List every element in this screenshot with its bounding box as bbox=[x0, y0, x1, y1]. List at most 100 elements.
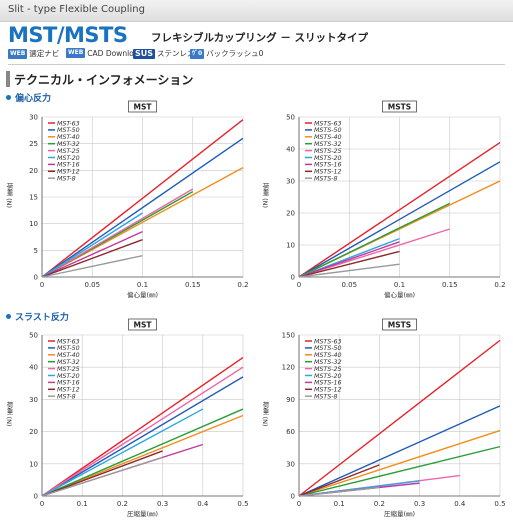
x-tick-label: 0 bbox=[297, 500, 301, 508]
y-tick-label: 40 bbox=[286, 146, 295, 154]
chart-title: MST bbox=[128, 318, 157, 331]
series-line-mst-20 bbox=[41, 212, 143, 278]
section-marker bbox=[6, 71, 10, 87]
chart-legend: MSTS-63MSTS-50MSTS-40MSTS-32MSTS-25MSTS-… bbox=[305, 120, 342, 183]
legend-label: MSTS-63 bbox=[314, 338, 342, 345]
legend-label: MST-8 bbox=[57, 394, 76, 401]
series-line-msts-16 bbox=[298, 241, 400, 278]
y-tick-label: 120 bbox=[282, 364, 295, 372]
backlash-zero-icon: ｳﾞ0 bbox=[190, 48, 205, 59]
legend-label: MSTS-32 bbox=[314, 359, 342, 366]
x-tick-label: 0.1 bbox=[334, 500, 345, 508]
legend-label: MSTS-12 bbox=[314, 169, 342, 176]
product-subtitle: フレキシブルカップリング － スリットタイプ bbox=[151, 32, 368, 44]
x-axis-label: 偏心量(㎜) bbox=[127, 290, 158, 299]
legend-label: MSTS-16 bbox=[314, 380, 342, 387]
legend-label: MSTS-8 bbox=[314, 176, 338, 183]
x-tick-label: 0.5 bbox=[237, 500, 248, 508]
series-line-msts-50 bbox=[298, 405, 501, 497]
series-line-mst-40 bbox=[41, 414, 244, 497]
chart-title-box bbox=[382, 100, 417, 113]
product-name: MST/MSTS bbox=[8, 23, 128, 47]
x-tick-label: 0.5 bbox=[494, 500, 505, 508]
y-tick-label: 40 bbox=[29, 364, 38, 372]
y-tick-label: 10 bbox=[29, 460, 38, 468]
series-line-msts-32 bbox=[298, 445, 501, 497]
legend-label: MSTS-50 bbox=[314, 127, 342, 134]
legend-label: MSTS-25 bbox=[314, 366, 342, 373]
legend-label: MST-63 bbox=[57, 338, 80, 345]
badge-selection-navi[interactable]: WEB 選定ナビ bbox=[8, 48, 59, 59]
legend-label: MST-32 bbox=[57, 359, 80, 366]
web-icon: WEB bbox=[66, 48, 86, 58]
series-line-msts-40 bbox=[298, 429, 501, 497]
y-tick-label: 20 bbox=[286, 210, 295, 218]
x-tick-label: 0 bbox=[40, 500, 44, 508]
y-axis-label: 荷重 (N) bbox=[5, 400, 13, 426]
legend-label: MSTS-50 bbox=[314, 345, 342, 352]
chart-mst-thrust: MST 0 0.1 0.2 0.3 0.4 0.5 0 10 20 30 40 50 圧縮量(㎜) 荷重 (… bbox=[5, 318, 249, 518]
badge-label: ステンレス bbox=[157, 49, 195, 58]
y-tick-label: 150 bbox=[282, 332, 295, 340]
legend-label: MSTS-8 bbox=[314, 394, 338, 401]
legend-label: MSTS-63 bbox=[314, 120, 342, 127]
legend-label: MSTS-20 bbox=[314, 155, 342, 162]
legend-label: MST-40 bbox=[57, 352, 80, 359]
legend-label: MST-12 bbox=[57, 169, 80, 176]
legend-label: MST-8 bbox=[57, 176, 76, 183]
legend-label: MST-20 bbox=[57, 373, 80, 380]
bullet-icon bbox=[6, 314, 11, 319]
legend-label: MSTS-20 bbox=[314, 373, 342, 380]
series-line-msts-12 bbox=[298, 250, 400, 278]
legend-label: MSTS-25 bbox=[314, 148, 342, 155]
y-axis-label: 荷重 (N) bbox=[5, 182, 13, 208]
legend-label: MSTS-32 bbox=[314, 141, 342, 148]
legend-label: MST-25 bbox=[57, 148, 80, 155]
chart-title: MST bbox=[128, 100, 157, 113]
chart-title: MSTS bbox=[382, 318, 417, 331]
chart-legend: MST-63MST-50MST-40MST-32MST-25MST-20MST-… bbox=[48, 120, 80, 183]
series-line-mst-63 bbox=[41, 356, 244, 497]
series-line-msts-63 bbox=[298, 339, 501, 497]
y-tick-label: 0 bbox=[34, 493, 38, 501]
y-tick-label: 50 bbox=[286, 114, 295, 122]
series-line-mst-25 bbox=[41, 188, 194, 278]
chart-msts-radial: MSTS 0 0.05 0.1 0.15 0.2 0 10 20 30 40 50 偏心量(㎜) 荷重 (… bbox=[261, 100, 506, 299]
chart-title-text: MSTS bbox=[388, 321, 411, 330]
series-line-msts-32 bbox=[298, 202, 451, 278]
chart-title-text: MSTS bbox=[388, 103, 411, 112]
banner-text: Slit - type Flexible Coupling bbox=[8, 4, 145, 15]
series-line-msts-8 bbox=[298, 263, 400, 278]
x-tick-label: 0.3 bbox=[157, 500, 168, 508]
legend-label: MST-20 bbox=[57, 155, 80, 162]
y-tick-label: 90 bbox=[286, 396, 295, 404]
x-tick-label: 0.15 bbox=[442, 281, 458, 289]
x-tick-label: 0.1 bbox=[137, 281, 148, 289]
x-tick-label: 0.15 bbox=[185, 281, 201, 289]
chart-title-box bbox=[128, 100, 157, 113]
series-line-mst-8 bbox=[41, 456, 163, 497]
y-tick-label: 0 bbox=[291, 274, 295, 282]
sus-icon: SUS bbox=[133, 48, 156, 59]
series-line-mst-50 bbox=[41, 137, 244, 278]
x-tick-label: 0.05 bbox=[341, 281, 357, 289]
x-tick-label: 0.2 bbox=[237, 281, 248, 289]
series-line-mst-25 bbox=[41, 366, 244, 497]
badge-cad-download[interactable]: WEB CAD Download bbox=[66, 48, 143, 58]
legend-label: MST-12 bbox=[57, 387, 80, 394]
series-line-mst-20 bbox=[41, 408, 204, 497]
badge-backlash-zero: ｳﾞ0 バックラッシュ0 bbox=[190, 48, 263, 59]
y-tick-label: 0 bbox=[291, 493, 295, 501]
x-tick-label: 0.1 bbox=[77, 500, 88, 508]
series-line-mst-32 bbox=[41, 408, 244, 497]
x-tick-label: 0.1 bbox=[394, 281, 405, 289]
badge-label: CAD Download bbox=[87, 48, 144, 58]
legend-label: MST-50 bbox=[57, 345, 80, 352]
series-line-mst-63 bbox=[41, 119, 244, 278]
y-tick-label: 10 bbox=[286, 242, 295, 250]
y-tick-label: 60 bbox=[286, 428, 295, 436]
legend-label: MSTS-16 bbox=[314, 162, 342, 169]
y-tick-label: 10 bbox=[29, 220, 38, 228]
thrust-heading-text: スラスト反力 bbox=[15, 313, 69, 323]
chart-msts-thrust: MSTS 0 0.1 0.2 0.3 0.4 0.5 0 30 60 90 120 150 圧縮量(㎜) 荷… bbox=[261, 318, 506, 518]
